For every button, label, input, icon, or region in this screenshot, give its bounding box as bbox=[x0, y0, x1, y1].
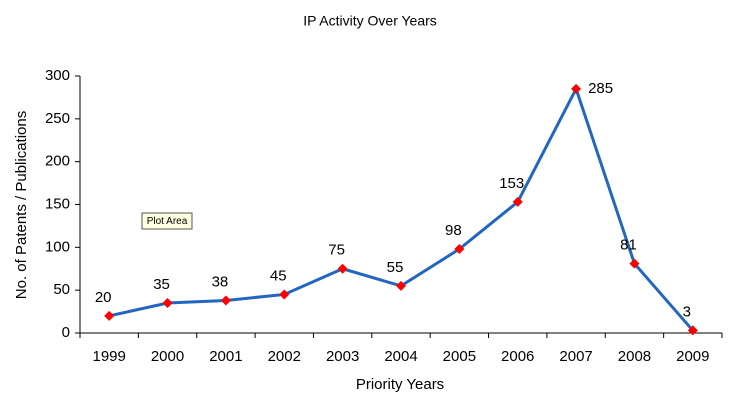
data-label: 98 bbox=[445, 222, 462, 239]
x-axis-label: Priority Years bbox=[356, 376, 444, 393]
marker bbox=[629, 258, 640, 269]
tooltip-text: Plot Area bbox=[147, 216, 188, 227]
data-label: 81 bbox=[620, 237, 637, 254]
marker bbox=[279, 289, 290, 300]
y-tick-label: 300 bbox=[45, 67, 70, 84]
marker bbox=[337, 263, 348, 274]
x-tick-label: 2000 bbox=[151, 348, 184, 365]
data-label: 38 bbox=[212, 273, 229, 290]
data-label: 20 bbox=[95, 289, 112, 306]
y-tick-label: 100 bbox=[45, 238, 70, 255]
x-tick-label: 1999 bbox=[92, 348, 125, 365]
data-label: 75 bbox=[328, 242, 345, 259]
marker bbox=[162, 298, 173, 309]
marker bbox=[220, 295, 231, 306]
x-tick-label: 2002 bbox=[268, 348, 301, 365]
x-tick-label: 2004 bbox=[384, 348, 417, 365]
marker bbox=[512, 196, 523, 207]
x-tick-label: 2007 bbox=[559, 348, 592, 365]
marker bbox=[571, 83, 582, 94]
chart-title: IP Activity Over Years bbox=[303, 13, 437, 29]
x-tick-label: 2006 bbox=[501, 348, 534, 365]
marker bbox=[104, 310, 115, 321]
x-tick-label: 2008 bbox=[618, 348, 651, 365]
y-axis-label: No. of Patents / Publications bbox=[13, 111, 30, 299]
x-tick-label: 2009 bbox=[676, 348, 709, 365]
x-tick-label: 2001 bbox=[209, 348, 242, 365]
marker bbox=[396, 280, 406, 291]
tooltip-box bbox=[141, 212, 193, 230]
marker bbox=[687, 325, 698, 336]
data-label: 55 bbox=[387, 259, 404, 276]
data-label: 45 bbox=[270, 267, 287, 284]
y-tick-label: 250 bbox=[45, 110, 70, 127]
data-label: 285 bbox=[588, 80, 613, 97]
x-tick-label: 2005 bbox=[443, 348, 476, 365]
x-tick-label: 2003 bbox=[326, 348, 359, 365]
y-tick-label: 150 bbox=[45, 195, 70, 212]
y-tick-label: 200 bbox=[45, 153, 70, 170]
marker bbox=[454, 244, 465, 255]
series-line bbox=[108, 85, 694, 332]
y-tick-label: 0 bbox=[62, 324, 70, 341]
y-tick-label: 50 bbox=[53, 281, 70, 298]
data-label: 3 bbox=[683, 303, 691, 320]
data-label: 35 bbox=[153, 276, 170, 293]
data-label: 153 bbox=[499, 175, 524, 192]
